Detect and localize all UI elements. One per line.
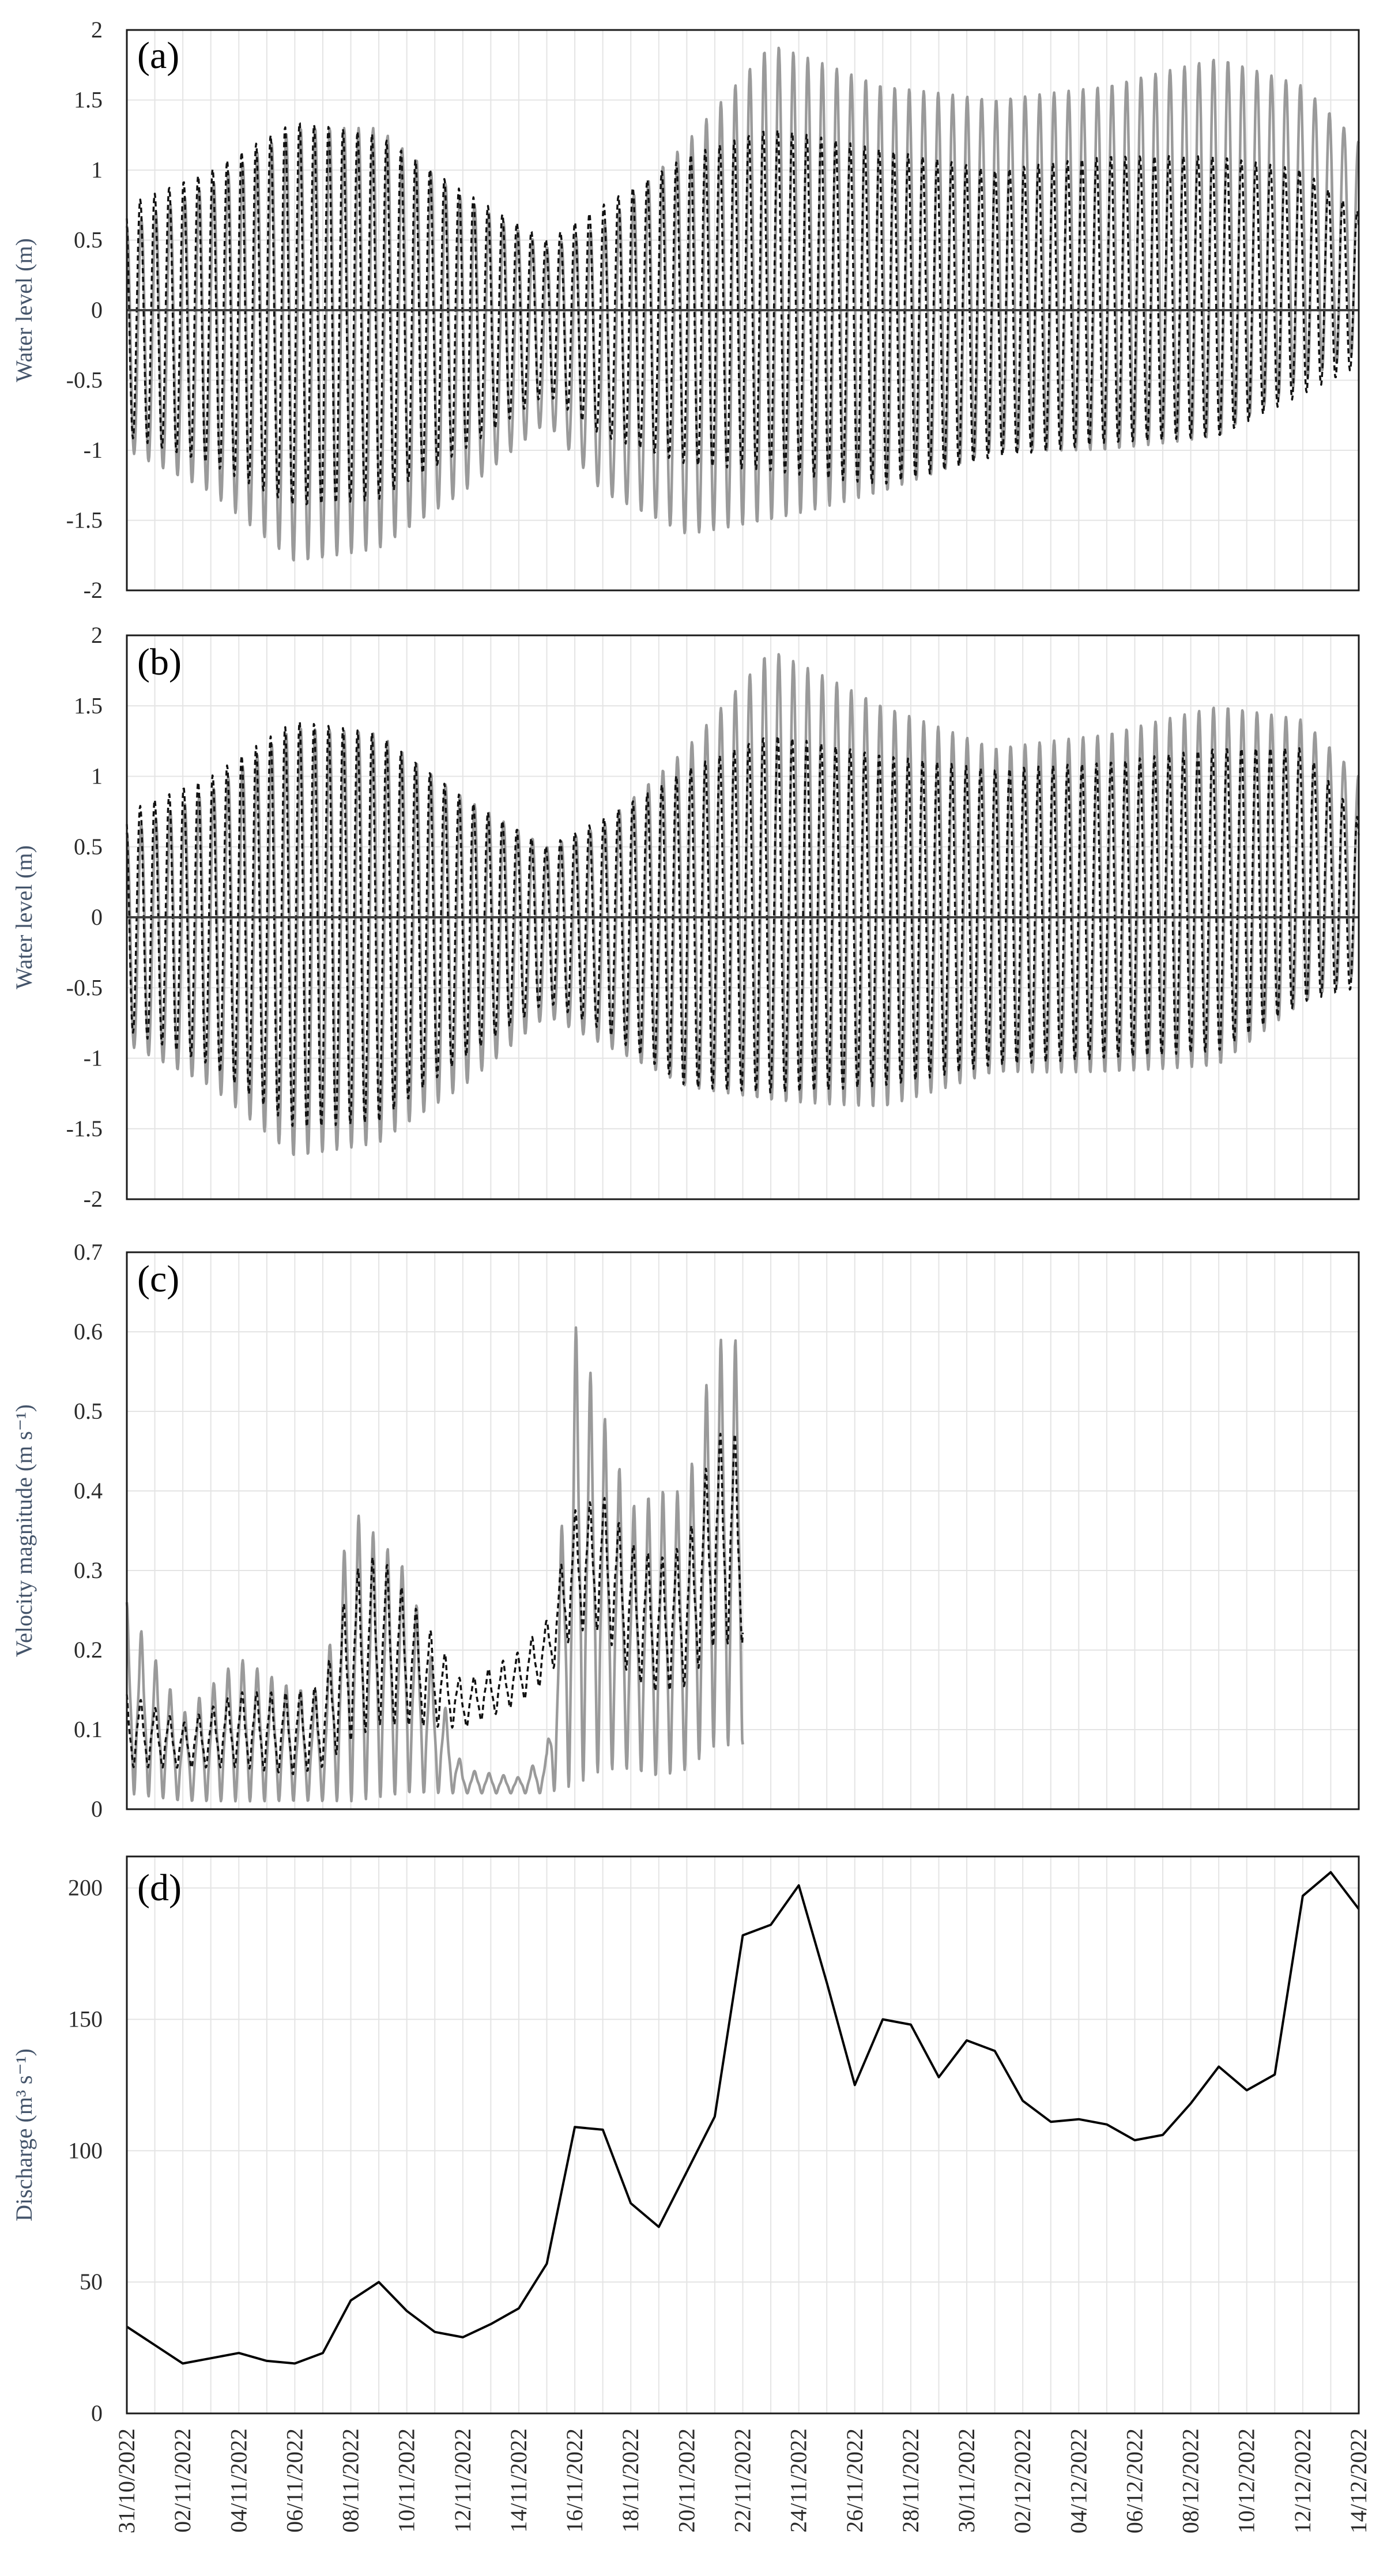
y-tick-label: 0.2 <box>74 1637 103 1663</box>
panel-b-y-axis-label: Water level (m) <box>11 845 37 989</box>
y-tick-label: 0.5 <box>74 227 103 253</box>
series-line-solid-grey <box>125 1326 744 1803</box>
x-tick-label: 14/11/2022 <box>506 2428 532 2533</box>
x-tick-label: 02/12/2022 <box>1009 2428 1035 2533</box>
series-line-dashed-black <box>126 1433 744 1775</box>
y-tick-label: 0.5 <box>74 1398 103 1424</box>
y-tick-label: 50 <box>80 2269 103 2295</box>
y-tick-label: 1 <box>91 157 103 183</box>
panel-c-y-axis-label: Velocity magnitude (m s⁻¹) <box>11 1404 37 1658</box>
panel-d-y-axis-label: Discharge (m³ s⁻¹) <box>11 2048 37 2221</box>
x-tick-label: 06/12/2022 <box>1121 2428 1147 2533</box>
panel-b-series <box>125 653 1360 1157</box>
panel-b-water-level: 2 1.5 1 0.5 0 -0.5 -1 -1.5 -2 (b) Water level (m… <box>11 622 1360 1212</box>
x-tick-label: 10/11/2022 <box>394 2428 420 2533</box>
panel-a-water-level: 2 1.5 1 0.5 0 -0.5 -1 -1.5 -2 (a) Water level (m… <box>11 17 1360 603</box>
panel-d-series <box>126 1871 1360 2365</box>
panel-c-series <box>125 1326 744 1803</box>
panel-c-y-ticks: 0.7 0.6 0.5 0.4 0.3 0.2 0.1 0 <box>74 1239 103 1822</box>
y-tick-label: 0 <box>91 2400 103 2426</box>
y-tick-label: 200 <box>68 1875 103 1901</box>
y-tick-label: 1 <box>91 763 103 789</box>
y-tick-label: -1.5 <box>66 507 103 533</box>
x-tick-label: 10/12/2022 <box>1234 2428 1260 2533</box>
y-tick-label: 2 <box>91 622 103 648</box>
y-tick-label: 0.1 <box>74 1716 103 1742</box>
panel-c-label: (c) <box>137 1258 179 1300</box>
y-tick-label: 0 <box>91 1796 103 1822</box>
panel-a-y-axis-label: Water level (m) <box>11 238 37 382</box>
panel-b-y-ticks: 2 1.5 1 0.5 0 -0.5 -1 -1.5 -2 <box>66 622 103 1212</box>
y-tick-label: 0.7 <box>74 1239 103 1265</box>
x-tick-label: 20/11/2022 <box>673 2428 699 2533</box>
panel-d-y-ticks: 200 150 100 50 0 <box>68 1875 103 2426</box>
panel-a-series <box>125 46 1360 562</box>
panel-c-gridlines <box>127 1252 1359 1809</box>
x-tick-label: 06/11/2022 <box>281 2428 307 2533</box>
panel-a-label: (a) <box>137 35 179 77</box>
y-tick-label: -1.5 <box>66 1116 103 1142</box>
y-tick-label: 150 <box>68 2006 103 2032</box>
y-tick-label: -2 <box>84 577 103 603</box>
y-tick-label: -1 <box>84 437 103 463</box>
y-tick-label: 0.4 <box>74 1478 103 1504</box>
series-line-dashed-black <box>126 122 1360 506</box>
x-tick-label: 31/10/2022 <box>114 2428 140 2533</box>
y-tick-label: 0 <box>91 297 103 323</box>
panel-a-plot-frame <box>126 29 1360 592</box>
x-tick-label: 08/11/2022 <box>338 2428 364 2533</box>
panel-d-discharge: 200 150 100 50 0 (d) Discharge (m³ s⁻¹) <box>11 1855 1360 2426</box>
y-tick-label: 2 <box>91 17 103 43</box>
y-tick-label: 0.5 <box>74 834 103 860</box>
y-tick-label: -0.5 <box>66 974 103 1000</box>
x-tick-label: 28/11/2022 <box>898 2428 924 2533</box>
x-tick-label: 24/11/2022 <box>786 2428 812 2533</box>
y-tick-label: 100 <box>68 2137 103 2163</box>
x-tick-label: 14/12/2022 <box>1345 2428 1371 2533</box>
panel-b-label: (b) <box>137 641 182 683</box>
x-tick-label: 26/11/2022 <box>842 2428 868 2533</box>
x-tick-label: 30/11/2022 <box>953 2428 979 2533</box>
x-tick-label: 18/11/2022 <box>617 2428 643 2533</box>
panel-a-y-ticks: 2 1.5 1 0.5 0 -0.5 -1 -1.5 -2 <box>66 17 103 603</box>
x-tick-label: 04/11/2022 <box>225 2428 251 2533</box>
x-tick-label: 08/12/2022 <box>1178 2428 1204 2533</box>
y-tick-label: -2 <box>84 1186 103 1212</box>
panel-d-gridlines <box>127 1856 1359 2413</box>
panel-c-plot-frame <box>126 1251 1360 1810</box>
y-tick-label: -0.5 <box>66 367 103 393</box>
x-tick-label: 12/12/2022 <box>1290 2428 1316 2533</box>
y-tick-label: 1.5 <box>74 692 103 718</box>
x-tick-label: 16/11/2022 <box>561 2428 587 2533</box>
x-axis-date-labels: 31/10/2022 02/11/2022 04/11/2022 06/11/2022… <box>114 2428 1371 2533</box>
panel-d-plot-frame <box>126 1855 1360 2415</box>
x-tick-label: 04/12/2022 <box>1065 2428 1091 2533</box>
y-tick-label: 0.3 <box>74 1557 103 1583</box>
y-tick-label: 1.5 <box>74 87 103 113</box>
y-tick-label: 0.6 <box>74 1319 103 1345</box>
series-line-solid-black <box>126 1871 1360 2365</box>
panel-c-velocity: 0.7 0.6 0.5 0.4 0.3 0.2 0.1 0 (c) Velocity magn… <box>11 1239 1360 1822</box>
panel-b-plot-frame <box>126 634 1360 1200</box>
y-tick-label: -1 <box>84 1045 103 1071</box>
panel-d-label: (d) <box>137 1867 182 1909</box>
series-line-dashed-black <box>126 721 1360 1128</box>
x-tick-label: 12/11/2022 <box>450 2428 476 2533</box>
x-tick-label: 02/11/2022 <box>169 2428 195 2533</box>
x-tick-label: 22/11/2022 <box>730 2428 756 2533</box>
y-tick-label: 0 <box>91 904 103 930</box>
